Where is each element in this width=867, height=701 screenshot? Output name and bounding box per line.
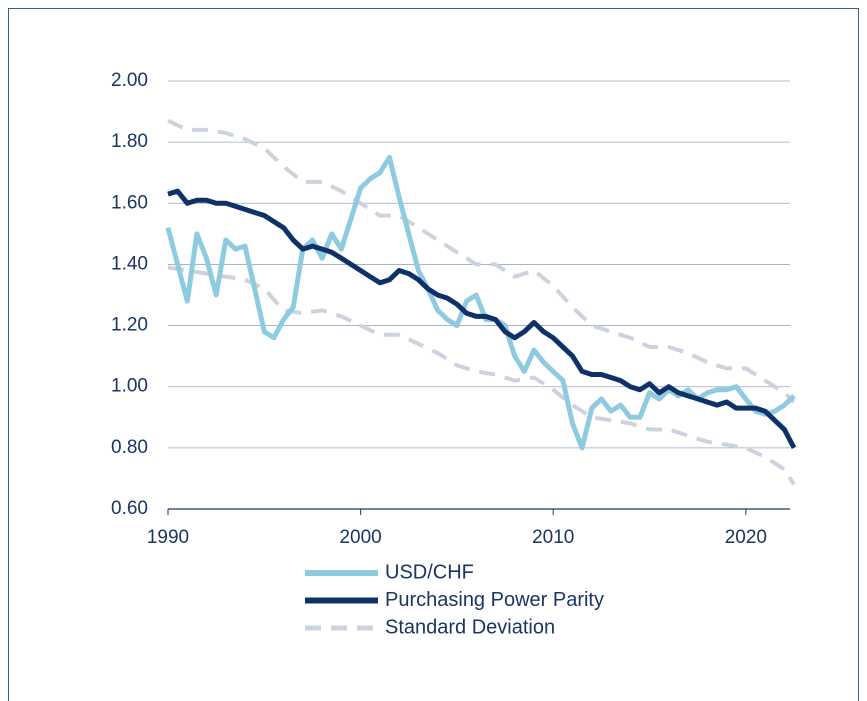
legend-label: Purchasing Power Parity — [385, 589, 604, 611]
y-tick-label: 1.00 — [111, 376, 148, 397]
y-tick-label: 2.00 — [111, 70, 148, 91]
y-tick-label: 1.60 — [111, 192, 148, 213]
series-line — [165, 154, 796, 451]
x-tick-label: 2000 — [339, 527, 381, 548]
y-tick-label: 0.60 — [111, 498, 148, 519]
y-tick-label: 1.80 — [111, 131, 148, 152]
y-tick-label: 1.40 — [111, 253, 148, 274]
y-tick-label: 0.80 — [111, 437, 148, 458]
x-tick-label: 1990 — [147, 527, 189, 548]
series-line — [167, 188, 797, 450]
band-lower — [167, 265, 796, 486]
legend-label: USD/CHF — [385, 561, 474, 583]
frame — [8, 8, 859, 701]
legend-label: Standard Deviation — [385, 616, 555, 638]
y-tick-label: 1.20 — [111, 315, 148, 336]
x-tick-label: 2020 — [725, 527, 767, 548]
band-upper — [167, 118, 796, 404]
x-tick-label: 2010 — [532, 527, 574, 548]
